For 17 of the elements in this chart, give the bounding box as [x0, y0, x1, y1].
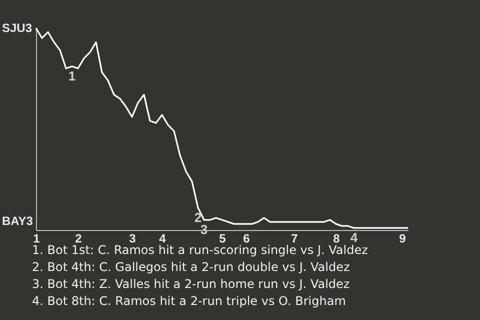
x-tick-label: 7 — [291, 232, 298, 246]
text: 2. Bot 4th: C. Gallegos hit a 2-run double vs J. Valdez — [32, 259, 351, 276]
x-tick-label: 5 — [219, 232, 226, 246]
x-tick-label: 2 — [75, 232, 82, 246]
x-tick-label: 8 — [333, 232, 340, 246]
x-tick-label: 4 — [159, 232, 166, 246]
text: BAY3 — [2, 214, 33, 228]
x-tick-label: 1 — [33, 232, 40, 246]
annotation: 1 — [68, 68, 76, 84]
text: 4. Bot 8th: C. Ramos hit a 2-run triple vs O. Brigham — [32, 293, 347, 310]
text: SJU3 — [2, 21, 32, 35]
x-tick-label: 6 — [243, 232, 250, 246]
x-tick-label: 3 — [129, 232, 136, 246]
annotation: 2 — [194, 210, 202, 225]
x-tick-label: 9 — [399, 232, 406, 246]
text: 1. Bot 1st: C. Ramos hit a run-scoring single vs J. Valdez — [32, 243, 368, 259]
text: 3. Bot 4th: Z. Valles hit a 2-run home run vs J. Valdez — [32, 276, 351, 293]
